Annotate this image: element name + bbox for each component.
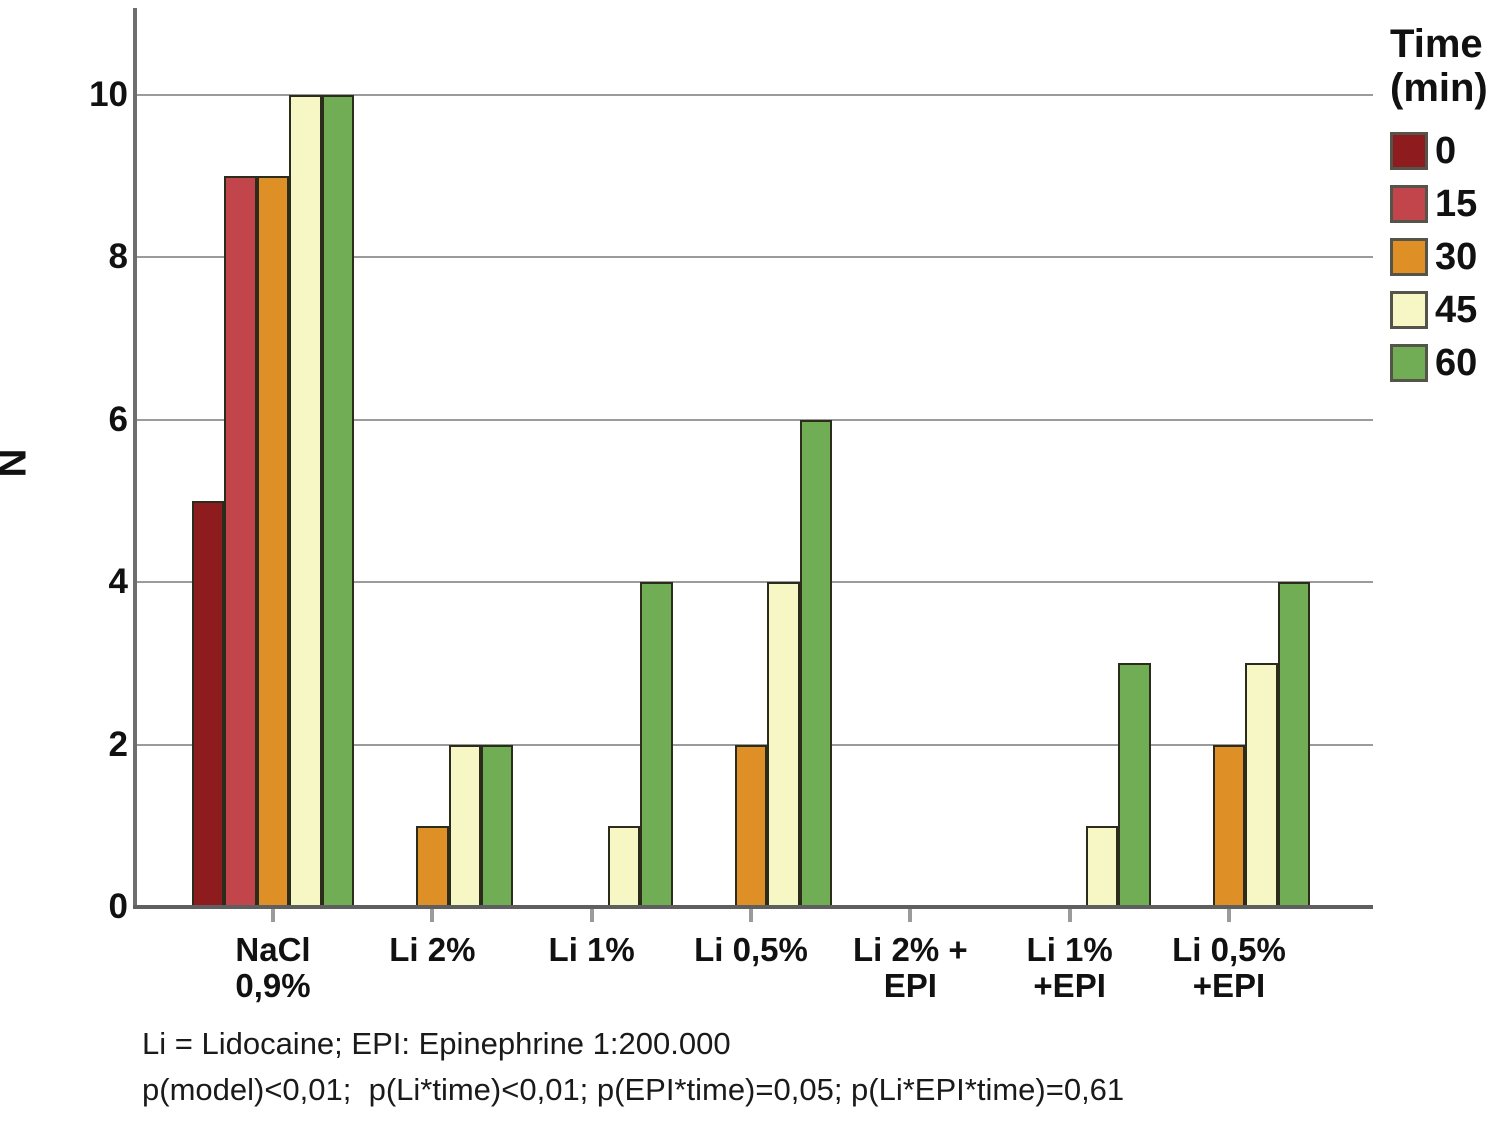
bar-group-7 [1148, 8, 1310, 907]
bar-group-5 [829, 8, 991, 907]
y-tick-label-4: 4 [108, 562, 128, 602]
bar-li-0-5-epi-t30 [1212, 745, 1246, 907]
gridline-y-2 [133, 743, 1373, 746]
legend-title-line1: Time [1390, 22, 1483, 66]
gridline-y-4 [133, 581, 1373, 584]
y-tick-label-6: 6 [108, 399, 128, 439]
x-axis-line [133, 905, 1373, 909]
bar-li-0-5--t45 [767, 582, 800, 907]
x-category-label-7: Li 0,5% +EPI [1129, 932, 1329, 1004]
bar-li-0-5-epi-t45 [1245, 663, 1278, 907]
legend-swatch-45 [1390, 291, 1428, 329]
plot-area [133, 8, 1373, 909]
gridline-y-6 [133, 418, 1373, 421]
x-category-label-2: Li 2% [332, 932, 532, 968]
legend-swatch-0 [1390, 132, 1428, 170]
y-tick-label-2: 2 [108, 724, 128, 764]
footnote-abbreviations: Li = Lidocaine; EPI: Epinephrine 1:200.0… [142, 1026, 731, 1061]
y-tick-label-8: 8 [108, 237, 128, 277]
x-category-label-line: +EPI [1033, 967, 1106, 1004]
y-axis-line [133, 8, 137, 907]
legend-label-0: 0 [1435, 129, 1457, 172]
x-category-label-line: Li 2% + [852, 931, 968, 968]
bar-nacl-0-9--t45 [289, 95, 322, 907]
bar-li-1--t45 [607, 826, 641, 907]
x-category-label-line: EPI [883, 967, 937, 1004]
x-tick-3 [589, 907, 594, 922]
bar-group-6 [989, 8, 1151, 907]
bar-li-2--t45 [448, 745, 481, 907]
x-category-label-3: Li 1% [492, 932, 692, 968]
x-category-label-line: Li 1% [548, 931, 635, 968]
legend-swatch-60 [1390, 344, 1428, 382]
bar-group-1 [192, 8, 354, 907]
bar-li-2--t60 [480, 745, 514, 907]
x-tick-6 [1067, 907, 1072, 922]
legend-items: 0 15 30 45 60 [1390, 129, 1508, 384]
legend-title: Time (min) [1390, 22, 1508, 110]
bar-li-0-5--t60 [799, 420, 832, 907]
bar-group-4 [670, 8, 832, 907]
x-category-label-4: Li 0,5% [651, 932, 851, 968]
legend-item-0: 0 [1390, 129, 1508, 172]
bar-nacl-0-9--t30 [256, 176, 290, 907]
x-category-label-line: Li 0,5% [1172, 931, 1286, 968]
bar-group-3 [511, 8, 673, 907]
x-category-label-line: NaCl [235, 931, 311, 968]
x-category-label-line: +EPI [1192, 967, 1266, 1004]
x-category-label-line: Li 0,5% [694, 931, 808, 968]
legend-item-45: 45 [1390, 288, 1508, 331]
legend-label-15: 15 [1435, 182, 1478, 225]
legend-label-30: 30 [1435, 235, 1478, 278]
x-tick-2 [430, 907, 435, 922]
bar-li-1-epi-t45 [1085, 826, 1119, 907]
bar-li-0-5--t30 [734, 745, 768, 907]
x-category-label-line: 0,9% [235, 967, 311, 1004]
x-category-label-5: Li 2% + EPI [810, 932, 1010, 1004]
x-tick-1 [271, 907, 275, 922]
x-category-label-line: Li 2% [389, 931, 476, 968]
x-tick-5 [908, 907, 913, 922]
y-axis-title: N [0, 448, 35, 478]
legend-swatch-30 [1390, 238, 1428, 276]
legend-label-45: 45 [1435, 288, 1478, 331]
bar-nacl-0-9--t15 [224, 176, 257, 907]
bar-nacl-0-9--t0 [192, 501, 225, 907]
y-tick-label-10: 10 [89, 75, 128, 114]
bar-li-0-5-epi-t60 [1277, 582, 1310, 907]
legend-item-30: 30 [1390, 235, 1508, 278]
x-category-label-line: Li 1% [1026, 931, 1113, 968]
legend-label-60: 60 [1435, 341, 1478, 384]
legend-item-15: 15 [1390, 182, 1508, 225]
x-tick-4 [748, 907, 753, 922]
x-category-label-1: NaCl 0,9% [173, 932, 373, 1004]
x-category-label-6: Li 1% +EPI [970, 932, 1170, 1004]
x-tick-7 [1226, 907, 1231, 922]
legend-swatch-15 [1390, 185, 1428, 223]
gridline-y-10 [133, 94, 1373, 96]
bar-li-1-epi-t60 [1118, 663, 1151, 907]
bar-li-2--t30 [416, 826, 449, 907]
legend-title-line2: (min) [1390, 66, 1488, 110]
footnote-pvalues: p(model)<0,01; p(Li*time)<0,01; p(EPI*ti… [142, 1072, 1125, 1107]
legend: Time (min) 0 15 30 45 60 [1390, 22, 1508, 397]
bar-nacl-0-9--t60 [321, 95, 354, 907]
bar-li-1--t60 [640, 582, 673, 907]
bar-group-2 [351, 8, 514, 907]
y-tick-label-0: 0 [108, 887, 128, 926]
gridline-y-8 [133, 256, 1373, 259]
legend-item-60: 60 [1390, 341, 1508, 384]
